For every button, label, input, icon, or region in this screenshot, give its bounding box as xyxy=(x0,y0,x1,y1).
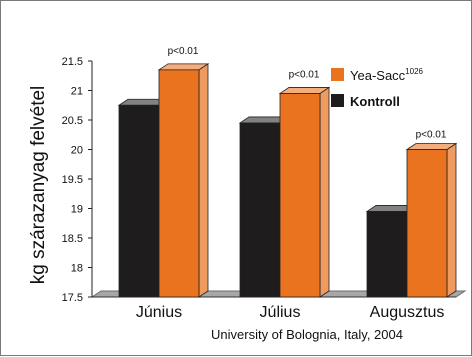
significance-label: p<0.01 xyxy=(168,46,199,57)
legend-swatch-yea-sacc xyxy=(331,68,344,81)
bar-side xyxy=(446,142,457,298)
significance-label: p<0.01 xyxy=(416,130,447,141)
x-tick-label: Augusztus xyxy=(370,304,445,321)
bar-side xyxy=(319,86,330,298)
y-tick-label: 21.5 xyxy=(62,56,83,68)
legend: Yea-Sacc1026 Kontroll xyxy=(331,67,424,109)
bar-front xyxy=(406,149,448,298)
legend-label-yea-sacc: Yea-Sacc1026 xyxy=(350,67,424,83)
bar-front xyxy=(279,93,321,298)
legend-label-kontroll: Kontroll xyxy=(350,94,400,109)
significance-label: p<0.01 xyxy=(289,69,320,80)
labels: Június p<0.01 Július p<0.01 Augusztus p<0.01 xyxy=(136,46,447,321)
source-caption: University of Bolognia, Italy, 2004 xyxy=(211,327,403,342)
y-tick-label: 18 xyxy=(71,263,83,275)
x-tick-label: Július xyxy=(260,304,301,321)
y-tick-label: 20.5 xyxy=(62,115,83,127)
y-axis-title: kg szárazanyag felvétel xyxy=(28,86,49,285)
x-tick-label: Június xyxy=(136,304,182,321)
bar-top xyxy=(405,143,458,150)
bar-side xyxy=(198,63,209,298)
y-tick-label: 17.5 xyxy=(62,292,83,304)
bar-front xyxy=(158,69,200,298)
y-tick-label: 21 xyxy=(71,86,83,98)
bar-yea-sacc xyxy=(157,63,210,298)
y-axis: 17.5 18 18.5 19 19.5 20 20.5 21 21.5 xyxy=(62,56,93,304)
bar-top xyxy=(278,87,331,94)
bar-front xyxy=(239,122,281,298)
legend-swatch-kontroll xyxy=(331,94,344,107)
bar-yea-sacc xyxy=(278,86,331,298)
y-tick-label: 19 xyxy=(71,204,83,216)
y-tick-label: 20 xyxy=(71,145,83,157)
bar-top xyxy=(157,63,210,71)
y-tick-label: 18.5 xyxy=(62,233,83,245)
y-tick-label: 19.5 xyxy=(62,174,83,186)
bars xyxy=(117,63,458,298)
bar-yea-sacc xyxy=(405,142,458,298)
bar-front xyxy=(366,211,408,298)
bar-front xyxy=(118,104,160,298)
